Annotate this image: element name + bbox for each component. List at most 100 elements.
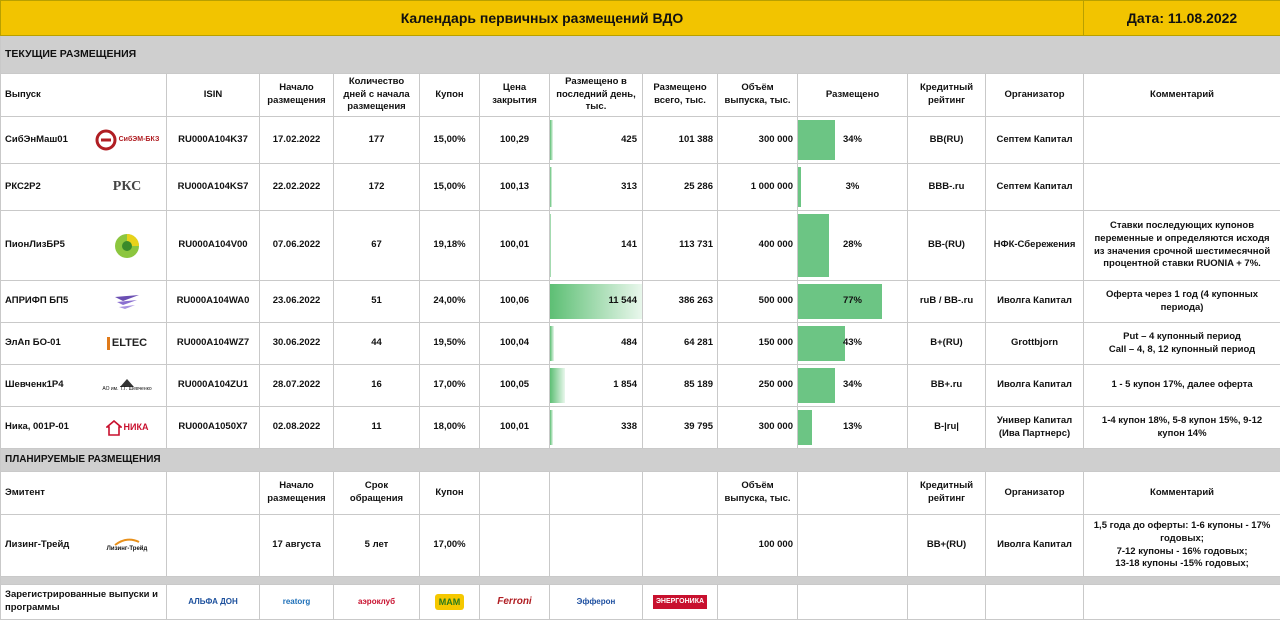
placed-cell: 13% [797, 406, 908, 449]
placed-bar [798, 368, 836, 403]
isin: RU000A104K37 [166, 116, 260, 164]
placed-bar [798, 214, 829, 277]
last-day-cell: 1 854 [549, 364, 643, 407]
isin: RU000A104V00 [166, 210, 260, 281]
col-planned-start: Начало размещения [259, 471, 334, 515]
placed-pct: 13% [842, 421, 862, 433]
total-placed: 101 388 [642, 116, 718, 164]
last-day-bar [550, 214, 552, 277]
total-placed: 64 281 [642, 322, 718, 365]
close-price: 100,01 [479, 210, 550, 281]
col-issue: Выпуск [0, 73, 167, 117]
planned-start: 17 августа [259, 514, 334, 577]
close-price: 100,29 [479, 116, 550, 164]
placed-pct: 28% [842, 239, 862, 251]
last-day-bar [550, 120, 554, 160]
col-days: Количество дней с начала размещения [333, 73, 420, 117]
days: 172 [333, 163, 420, 211]
placed-bar [798, 326, 845, 361]
coupon: 15,00% [419, 163, 480, 211]
col-price: Цена закрытия [479, 73, 550, 117]
col-total: Размещено всего, тыс. [642, 73, 718, 117]
ferroni-logo: Ferroni [497, 596, 532, 608]
separator-row [0, 576, 1280, 585]
total-placed: 386 263 [642, 280, 718, 323]
last-day-cell: 141 [549, 210, 643, 281]
organizer: НФК-Сбережения [984, 210, 1085, 281]
coupon: 19,50% [419, 322, 480, 365]
table-row: РКС2Р2 РКС RU000A104KS7 22.02.2022 172 1… [0, 163, 1280, 211]
start-date: 23.06.2022 [259, 280, 334, 323]
issuer-name: Лизинг-Трейд [5, 539, 70, 551]
current-header-row: Выпуск ISIN Начало размещения Количество… [0, 73, 1280, 117]
last-day-value: 425 [621, 133, 637, 145]
placed-cell: 34% [797, 364, 908, 407]
col-comment: Комментарий [1083, 73, 1280, 117]
close-price: 100,13 [479, 163, 550, 211]
isin: RU000A104KS7 [166, 163, 260, 211]
pion-leasing-logo [92, 232, 162, 260]
comment [1083, 116, 1280, 164]
organizer: Септем Капитал [984, 116, 1085, 164]
issue-name: АПРИФП БП5 [5, 295, 69, 307]
placed-cell: 28% [797, 210, 908, 281]
col-planned-coupon: Купон [419, 471, 480, 515]
placed-bar [798, 284, 882, 319]
placed-cell: 77% [797, 280, 908, 323]
comment [1083, 163, 1280, 211]
total-placed: 39 795 [642, 406, 718, 449]
table-row: СибЭнМаш01 СибЭМ-БКЗ RU000A104K37 17.02.… [0, 116, 1280, 164]
placed-pct: 43% [842, 337, 862, 349]
rating: BBB-.ru [907, 163, 986, 211]
col-issuer: Эмитент [0, 471, 167, 515]
planned-section-title: ПЛАНИРУЕМЫЕ РАЗМЕЩЕНИЯ [0, 448, 1280, 472]
last-day-value: 1 854 [613, 379, 637, 391]
comment: 1-4 купон 18%, 5-8 купон 15%, 9-12 купон… [1083, 406, 1280, 449]
days: 16 [333, 364, 420, 407]
organizer: Универ Капитал (Ива Партнерс) [984, 406, 1085, 449]
close-price: 100,01 [479, 406, 550, 449]
issue-name: Ника, 001Р-01 [5, 421, 69, 433]
comment: 1 - 5 купон 17%, далее оферта [1083, 364, 1280, 407]
last-day-cell: 313 [549, 163, 643, 211]
last-day-cell: 425 [549, 116, 643, 164]
issue-volume: 300 000 [717, 116, 798, 164]
close-price: 100,06 [479, 280, 550, 323]
col-planned-rating: Кредитный рейтинг [907, 471, 986, 515]
col-planned-volume: Объём выпуска, тыс. [717, 471, 798, 515]
comment: Ставки последующих купонов переменные и … [1083, 210, 1280, 281]
organizer: Септем Капитал [984, 163, 1085, 211]
start-date: 28.07.2022 [259, 364, 334, 407]
rating: BB+.ru [907, 364, 986, 407]
isin: RU000A104ZU1 [166, 364, 260, 407]
coupon: 18,00% [419, 406, 480, 449]
aeroclub-logo: аэроклуб [357, 596, 396, 606]
placed-bar [798, 167, 802, 207]
days: 44 [333, 322, 420, 365]
col-planned-organizer: Организатор [984, 471, 1085, 515]
col-term: Срок обращения [333, 471, 420, 515]
placed-pct: 77% [842, 295, 862, 307]
page-title: Календарь первичных размещений ВДО [0, 0, 1085, 36]
total-placed: 25 286 [642, 163, 718, 211]
issue-name: РКС2Р2 [5, 180, 41, 192]
close-price: 100,05 [479, 364, 550, 407]
isin: RU000A104WA0 [166, 280, 260, 323]
start-date: 17.02.2022 [259, 116, 334, 164]
days: 177 [333, 116, 420, 164]
efferon-logo: Эфферон [576, 596, 616, 606]
col-isin: ISIN [166, 73, 260, 117]
last-day-bar [550, 167, 553, 207]
isin: RU000A104WZ7 [166, 322, 260, 365]
registered-label: Зарегистрированные выпуски и программы [0, 584, 167, 620]
isin: RU000A1050X7 [166, 406, 260, 449]
col-volume: Объём выпуска, тыс. [717, 73, 798, 117]
rating: BB-(RU) [907, 210, 986, 281]
eltec-logo: ELTEC [92, 337, 162, 350]
placed-cell: 43% [797, 322, 908, 365]
days: 67 [333, 210, 420, 281]
leasing-trade-logo: Лизинг-Трейд [92, 538, 162, 553]
planned-comment: 1,5 года до оферты: 1-6 купоны - 17% год… [1083, 514, 1280, 577]
col-organizer: Организатор [984, 73, 1085, 117]
